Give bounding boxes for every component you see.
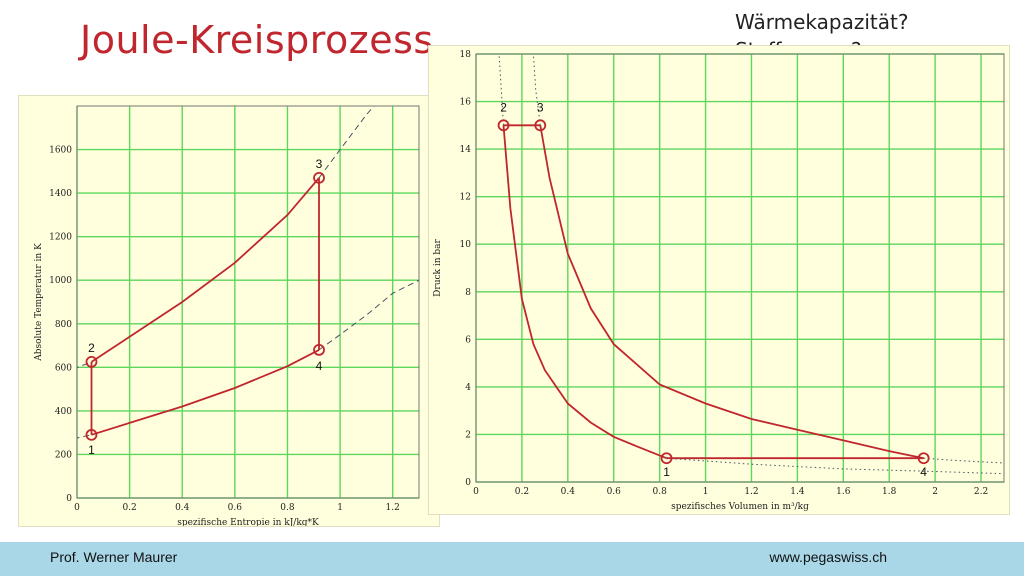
chart-0-y-tick-label: 0 [66,494,72,504]
chart-1-x-tick-label: 0.2 [515,487,529,497]
chart-1-y-tick-label: 2 [465,430,471,440]
chart-1-point-label-3: 3 [537,100,544,114]
chart-1-point-1 [660,452,673,465]
chart-0-y-tick-label: 200 [55,450,72,460]
footer-bar: Prof. Werner Maurer www.pegaswiss.ch [0,542,1024,576]
chart-1-series-3 [539,125,924,460]
chart-1-series-2 [502,125,667,460]
chart-1-x-tick-label: 1.4 [790,487,805,497]
chart-1-y-tick-label: 14 [460,145,472,155]
chart-0-point-2 [85,355,98,368]
chart-0-point-label-4: 4 [316,359,323,373]
footer-website[interactable]: www.pegaswiss.ch [769,549,888,565]
chart-0-series-3 [91,349,320,436]
chart-0-y-axis-label: Absolute Temperatur in K [34,243,44,362]
chart-1-x-tick-label: 0 [473,487,479,497]
chart-0-y-tick-label: 1000 [49,276,72,286]
chart-1-y-tick-label: 18 [460,50,472,60]
chart-0-point-label-1: 1 [88,443,95,457]
chart-1-point-4 [917,452,930,465]
chart-0-x-tick-label: 0 [74,503,80,513]
chart-1-series-group [498,54,1004,475]
footer-author: Prof. Werner Maurer [50,549,178,565]
chart-1-frame [475,53,1005,483]
chart-1-y-axis-label: Druck in bar [433,238,443,296]
chart-1-y-tick-label: 12 [460,193,471,203]
chart-1-series-5 [532,54,541,126]
chart-1-series-4 [498,54,504,126]
chart-1-x-axis-label: spezifisches Volumen in m³/kg [671,502,809,512]
chart-0-x-tick-label: 1 [337,503,343,513]
chart-0-point-3 [313,171,325,184]
chart-1-x-tick-label: 1 [703,487,709,497]
chart-0-x-tick-label: 0.2 [122,503,136,513]
chart-0-x-tick-label: 0.8 [280,503,295,513]
chart-0-x-tick-label: 0.6 [228,503,243,513]
chart-0-x-tick-label: 0.4 [175,503,190,513]
note-heat-capacity: Wärmekapazität? [735,10,909,34]
chart-0-y-tick-label: 1400 [49,189,72,199]
chart-1-x-tick-label: 0.8 [652,487,667,497]
chart-1-y-tick-label: 8 [465,288,471,298]
slide-title: Joule-Kreisprozess [80,18,434,62]
chart-1-y-tick-label: 10 [460,240,472,250]
chart-1-point-2 [497,119,510,132]
pv-diagram: 0 0.2 0.4 0.6 0.8 1 1.2 1.4 1.6 1.8 2 2.20246810121… [433,50,1005,512]
chart-0-point-label-3: 3 [316,157,323,171]
ts-diagram: 0 0.2 0.4 0.6 0.8 1 1.202004006008001000120014… [34,105,420,526]
chart-0-y-tick-label: 1200 [49,233,72,243]
chart-1-x-tick-label: 1.6 [836,487,851,497]
chart-0-series-1 [91,177,320,363]
chart-0-y-tick-label: 600 [55,363,72,373]
chart-1-y-tick-label: 0 [465,478,471,488]
chart-1-x-tick-label: 1.8 [882,487,897,497]
chart-1-point-label-1: 1 [663,465,670,479]
chart-1-point-label-2: 2 [500,100,507,114]
chart-0-plot-area [76,105,420,499]
chart-1-y-tick-label: 4 [465,383,471,393]
chart-0-series-7 [318,279,419,351]
chart-1-x-tick-label: 0.4 [561,487,576,497]
chart-0-y-tick-label: 800 [55,320,72,330]
chart-0-point-1 [85,428,98,441]
chart-1-x-tick-label: 1.2 [744,487,758,497]
chart-1-point-3 [534,119,547,132]
chart-1-y-tick-label: 16 [460,98,472,108]
chart-1-y-tick-label: 6 [465,335,471,345]
chart-0-x-tick-label: 1.2 [386,503,400,513]
pv-diagram-panel: 0 0.2 0.4 0.6 0.8 1 1.2 1.4 1.6 1.8 2 2.2 0 2 4 6 8 10 12 1… [428,45,1010,515]
chart-0-point-label-2: 2 [88,341,95,355]
chart-0-frame [76,105,420,499]
chart-0-y-tick-label: 1600 [49,146,72,156]
ts-diagram-panel: 0 0.2 0.4 0.6 0.8 1 1.2 0 200 400 600 800 1000 1200 14… [18,95,440,527]
chart-0-x-axis-label: spezifische Entropie in kJ/kg*K [177,518,319,526]
chart-1-point-label-4: 4 [920,465,927,479]
chart-1-x-tick-label: 2 [932,487,938,497]
chart-0-point-4 [313,344,325,356]
chart-0-y-tick-label: 400 [55,407,72,417]
chart-1-x-tick-label: 2.2 [974,487,988,497]
chart-1-plot-area [475,53,1005,483]
chart-0-series-group [77,106,419,439]
chart-1-x-tick-label: 0.6 [607,487,622,497]
